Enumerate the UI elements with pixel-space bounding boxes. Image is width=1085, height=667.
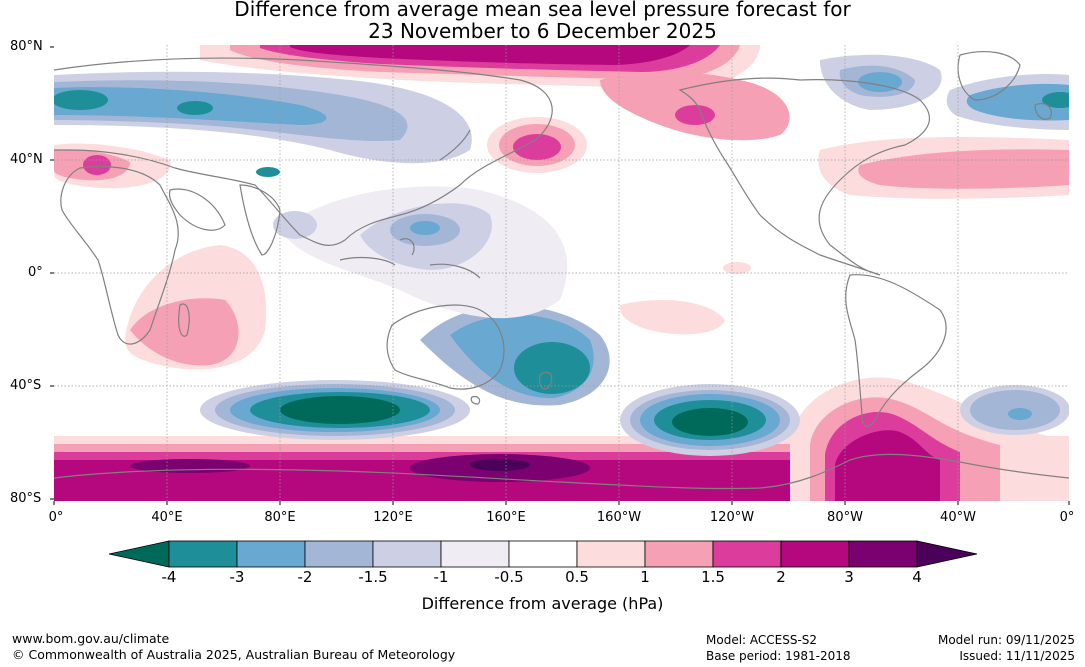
colorbar-tick-label: -3 <box>229 568 245 586</box>
map-title-line-1: Difference from average mean sea level p… <box>234 0 851 21</box>
footer-base-period: Base period: 1981-2018 <box>706 649 851 663</box>
colorbar-tick-label: -1.5 <box>358 568 388 586</box>
colorbar-tick-label: 4 <box>912 568 922 586</box>
footer-model-run: Model run: 09/11/2025 <box>937 633 1075 647</box>
lat-label-40s: 40°S <box>10 378 42 393</box>
footer-model: Model: ACCESS-S2 <box>706 633 818 647</box>
lon-label-160e: 160°E <box>486 510 526 525</box>
footer-copyright: © Commonwealth of Australia 2025, Austra… <box>12 647 456 662</box>
graticule <box>54 45 1069 501</box>
lon-label-0: 0° <box>48 510 64 525</box>
colorbar-tick-label: 1.5 <box>701 568 725 586</box>
colorbar-tick-label: -2 <box>297 568 313 586</box>
colorbar-segment <box>508 540 578 568</box>
colorbar-segment <box>848 540 918 568</box>
colorbar-tick-label: 2 <box>776 568 786 586</box>
lon-label-80w: 80°W <box>827 510 863 525</box>
colorbar-tick-label: -4 <box>161 568 177 586</box>
colorbar-tick-label: 1 <box>640 568 650 586</box>
colorbar <box>108 540 978 568</box>
colorbar-segment <box>372 540 442 568</box>
lat-label-40n: 40°N <box>10 152 43 167</box>
colorbar-segment <box>304 540 374 568</box>
colorbar-tick-label: 3 <box>844 568 854 586</box>
colorbar-tick-label: -1 <box>433 568 449 586</box>
colorbar-extend-low <box>108 540 170 568</box>
lon-label-40w: 40°W <box>940 510 976 525</box>
lon-label-120e: 120°E <box>373 510 413 525</box>
colorbar-title: Difference from average (hPa) <box>421 594 664 613</box>
lat-label-80s: 80°S <box>10 491 42 506</box>
map-title-line-2: 23 November to 6 December 2025 <box>368 19 717 43</box>
colorbar-segment <box>168 540 238 568</box>
lon-label-80e: 80°E <box>264 510 296 525</box>
colorbar-segment <box>236 540 306 568</box>
colorbar-extend-high <box>916 540 978 568</box>
footer-issued: Issued: 11/11/2025 <box>959 649 1075 663</box>
colorbar-segment <box>712 540 782 568</box>
colorbar-tick-label: -0.5 <box>494 568 524 586</box>
anomaly-fields <box>54 45 1069 501</box>
footer-website: www.bom.gov.au/climate <box>12 631 170 646</box>
colorbar-segment <box>576 540 646 568</box>
colorbar-segment <box>440 540 510 568</box>
colorbar-segment <box>644 540 714 568</box>
lon-label-40e: 40°E <box>151 510 183 525</box>
lon-label-120w: 120°W <box>709 510 755 525</box>
colorbar-tick-label: 0.5 <box>565 568 589 586</box>
lat-label-0: 0° <box>28 265 43 280</box>
coastlines <box>54 50 1069 490</box>
axis-ticks <box>50 46 1070 505</box>
lat-label-80n: 80°N <box>10 39 43 54</box>
lon-label-160w: 160°W <box>596 510 642 525</box>
colorbar-segment <box>780 540 850 568</box>
lon-label-0-east: 0° <box>1059 510 1075 525</box>
